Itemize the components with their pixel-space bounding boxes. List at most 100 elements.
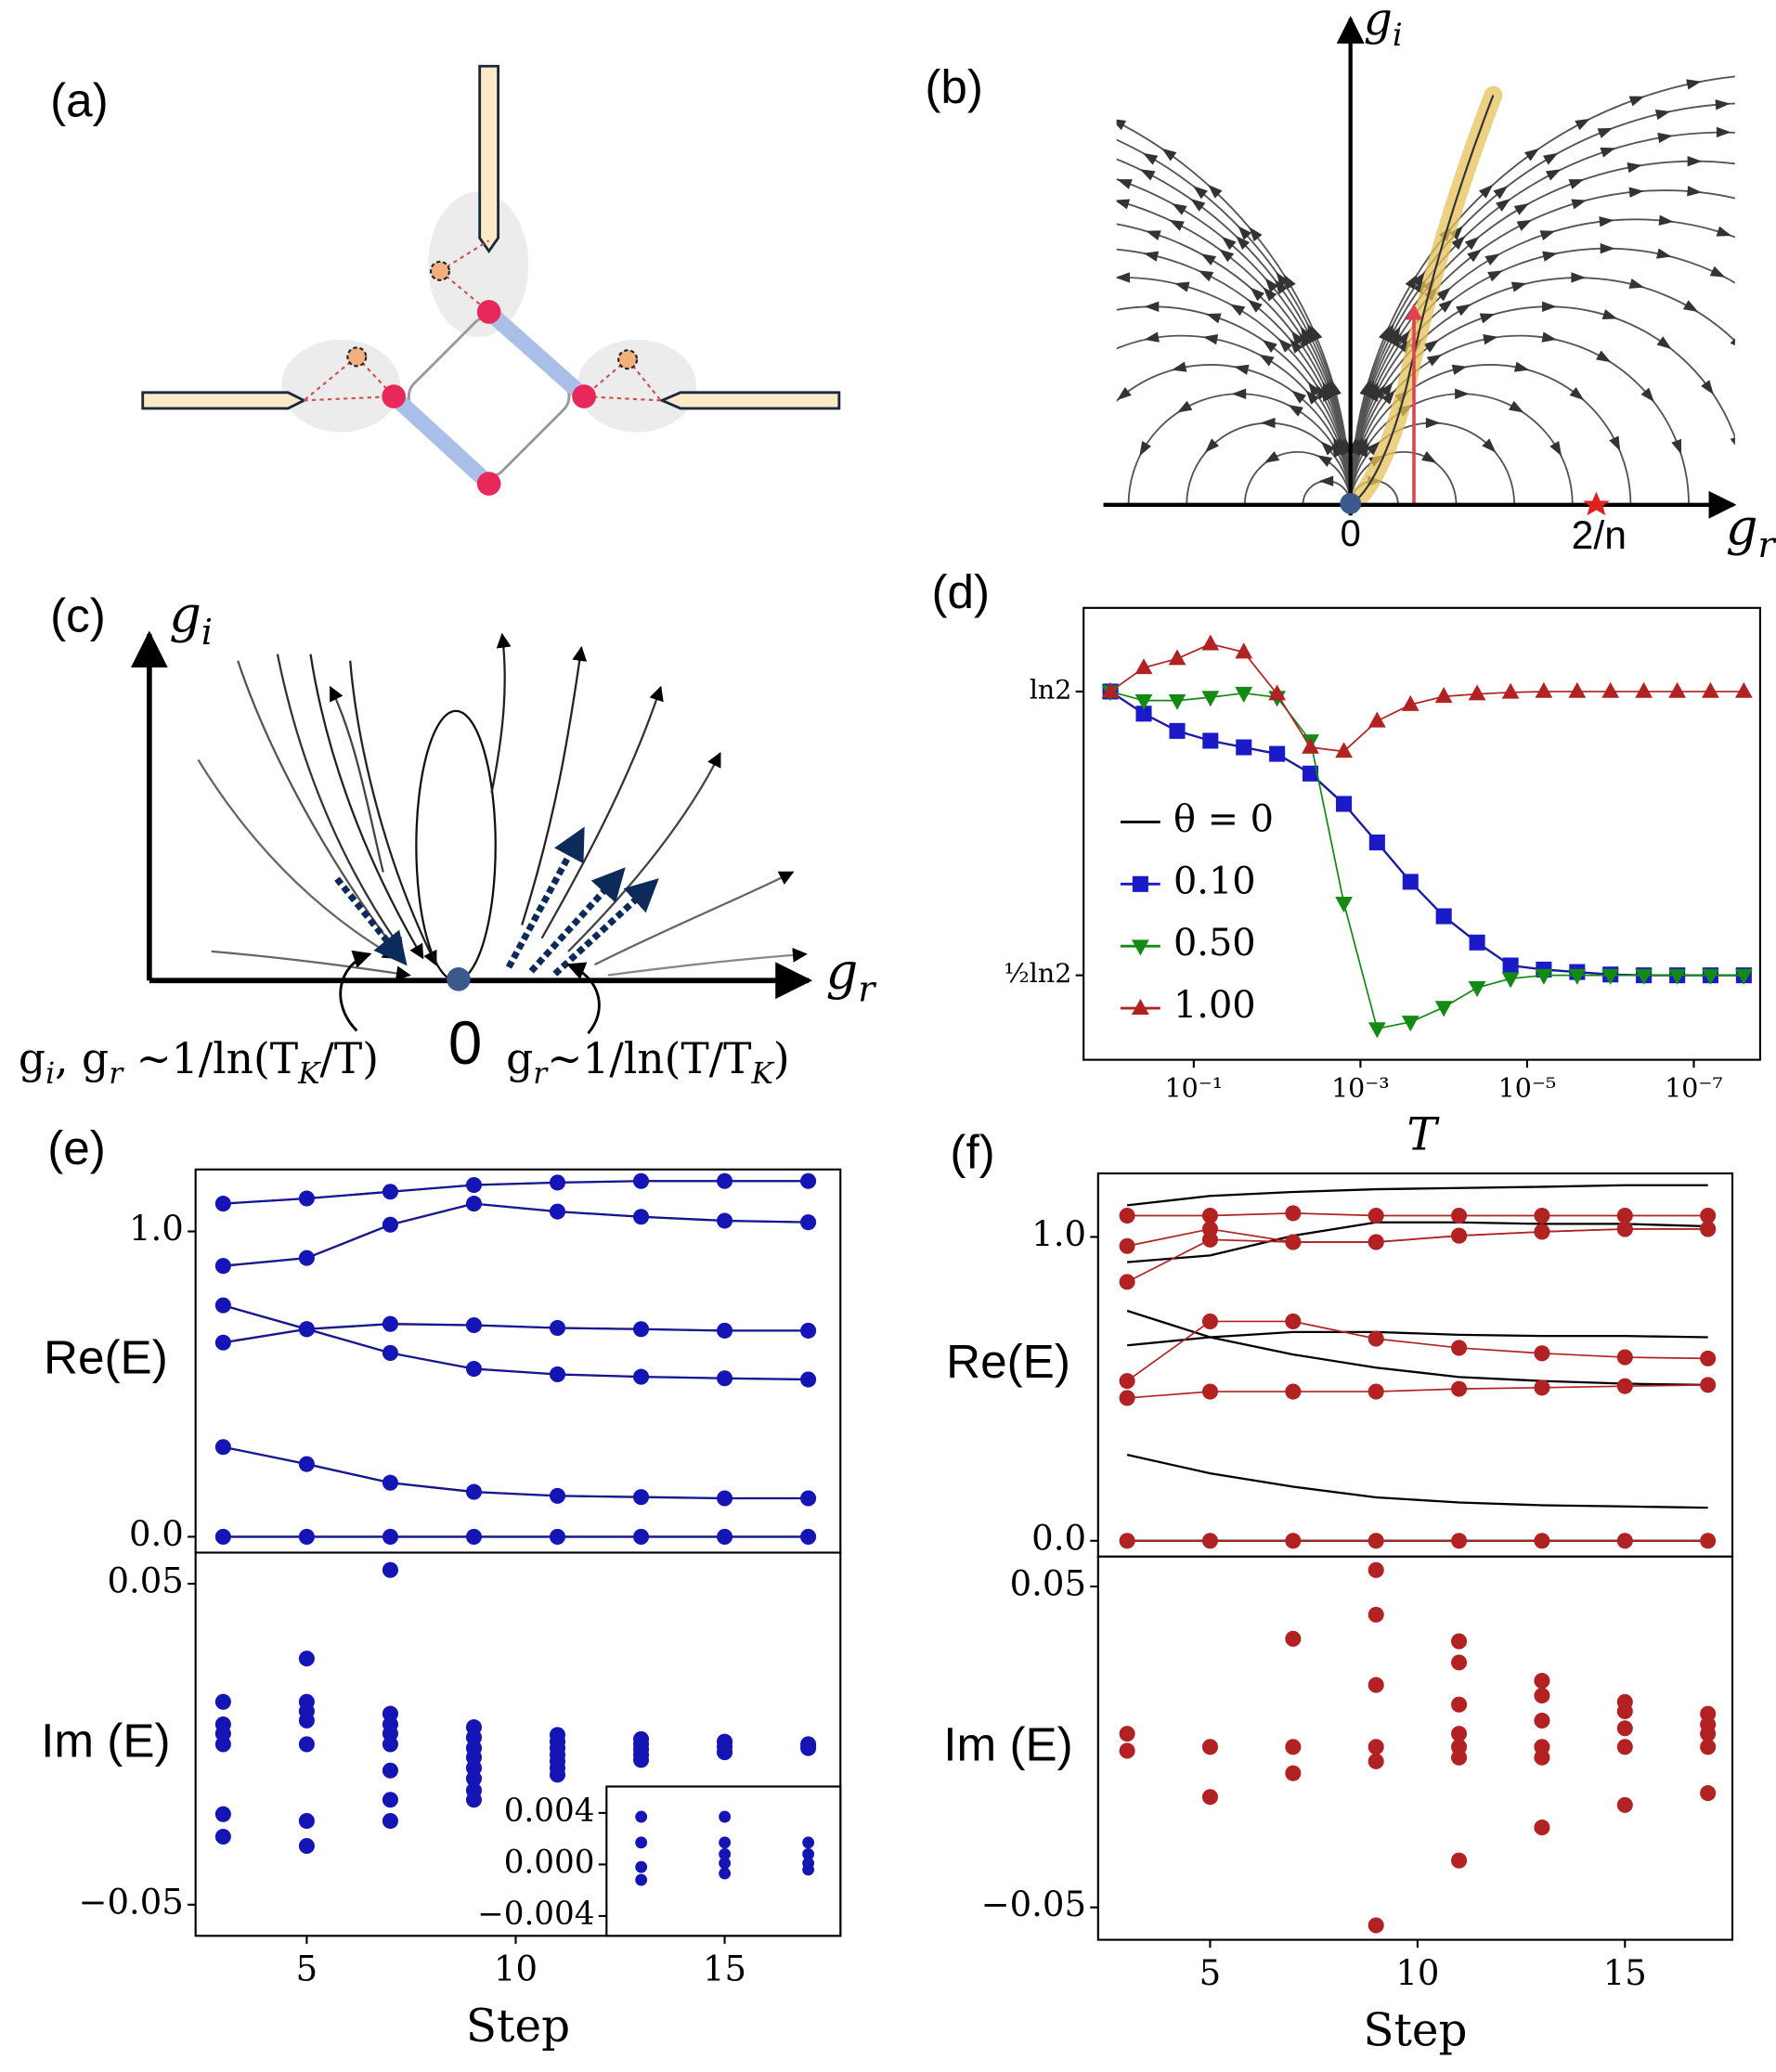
scaling-note: gr~1/ln(T/TK) [506,1034,789,1091]
flow-arrow [880,175,898,189]
streamline [1116,248,1352,505]
marker [800,1371,817,1388]
marker [1568,681,1587,698]
marker [1303,765,1319,782]
flow-arrow [1283,274,1296,290]
flow-arrow [1493,186,1509,200]
flow-arrow [668,278,684,295]
math-sub: i [1393,17,1403,53]
marker [800,1528,817,1545]
marker [1336,796,1353,812]
marker [1534,1207,1550,1224]
marker [635,1860,648,1873]
y-tick-label: ln2 [1030,674,1072,705]
legend-label: θ = 0 [1173,797,1274,840]
flow-arrow [1143,251,1160,262]
flow-arrow [1479,313,1496,324]
marker [465,1176,483,1194]
flow-arrow [1715,99,1731,110]
marker [1368,834,1385,851]
marker [717,1212,733,1229]
marker [632,1209,650,1225]
marker [1131,939,1149,956]
flow-arrow [1600,242,1615,254]
flow-arrow [974,266,992,282]
note-text: g [19,1034,45,1083]
marker [1435,908,1452,925]
marker [1635,968,1653,985]
marker [1616,1796,1633,1813]
flow-arrow [1628,187,1644,198]
y-axis-label: Im (E) [943,1718,1072,1771]
marker [1285,1234,1302,1250]
series-line [1127,1212,1708,1217]
series-line [1126,1320,1708,1382]
marker [1702,968,1719,985]
marker [549,1203,566,1220]
marker [214,1806,231,1822]
flow-arrow [956,435,971,452]
flow-arrow [1204,438,1220,453]
flow-arrow [855,385,871,403]
flow-arrow [1597,127,1614,138]
marker [1201,691,1220,707]
flow-arrow [823,76,840,89]
marker [214,1196,231,1212]
marker [465,1360,483,1378]
scaling-arrows [334,826,659,977]
marker [1269,745,1286,762]
charts: ln2 ½ln2 10⁻¹ 10⁻³ 10⁻⁵ 10⁻⁷ T (d) θ = 0 0.10 0.50… [41,565,1761,2056]
marker [1201,1383,1219,1400]
streamline [1116,158,1352,505]
flow-arrow [825,329,842,346]
marker [1501,682,1520,699]
flow-arrow [545,437,558,453]
flow-arrow [578,322,594,340]
flow-arrow [1656,248,1672,259]
marker [214,1693,231,1710]
x-tick-label: 15 [703,1949,746,1989]
marker [719,1867,732,1880]
y-tick-label: 0.000 [504,1844,595,1881]
flow-arrow [1030,107,1046,121]
flow-arrow [1043,388,1060,406]
flow-arrow [1262,340,1277,353]
streamline [1127,393,1352,505]
flow-arrow [1464,236,1480,251]
flow-arrow [1654,109,1671,121]
marker [1451,1696,1468,1713]
series-line [223,1445,809,1499]
marker [1451,1852,1468,1869]
series-line [1126,1228,1708,1283]
trajectory-band [1341,85,1503,514]
marker [1368,1739,1384,1755]
flow-arrow [1595,350,1612,363]
marker [717,1490,733,1507]
marker [802,1847,815,1860]
flow-arrow [837,440,851,457]
flow-arrow [1236,235,1251,251]
flow-arrow [1026,336,1044,353]
marker [635,1836,648,1849]
marker [1535,681,1553,698]
marker [1451,1633,1468,1650]
note-text: /T) [320,1034,379,1083]
flow-arrow [1116,118,1127,131]
marker [549,1319,566,1337]
flow-arrow [1640,387,1654,403]
flow-arrow [1173,281,1190,292]
streamline [1116,178,1352,505]
marker [298,1190,315,1207]
marker [800,1740,817,1756]
panel-label: (b) [925,60,983,113]
flow-arrow [1029,248,1045,262]
math-sub: i [201,612,213,653]
marker [1534,1819,1550,1836]
marker [717,1370,733,1387]
marker [1700,1726,1717,1742]
flow-arrow [795,284,812,302]
flow-arrow [1027,215,1043,227]
note-text: ) [773,1034,790,1083]
marker [1616,1221,1633,1237]
